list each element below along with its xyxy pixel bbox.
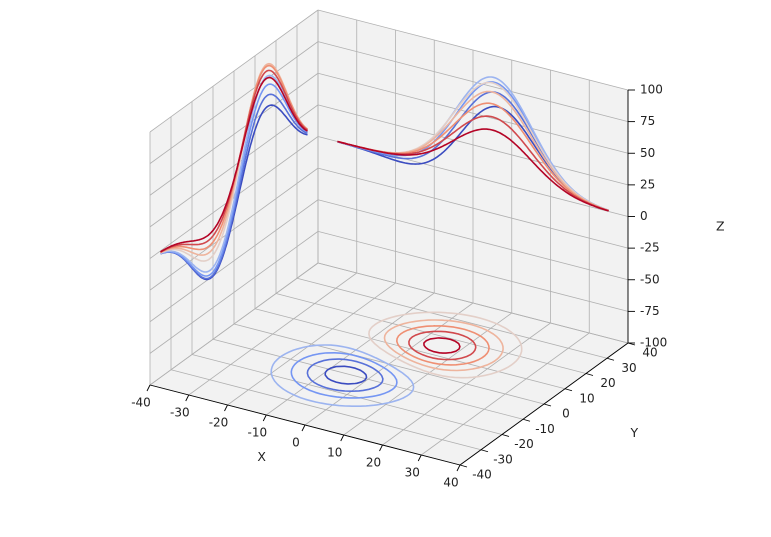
grid-xwall-z	[149, 167, 319, 291]
z-tick-label: 50	[640, 146, 655, 160]
x-tick-mark	[262, 414, 267, 422]
ywall-curve-level	[337, 128, 609, 212]
z-tick-label: -75	[640, 304, 660, 318]
grid-ywall-z	[317, 167, 629, 249]
x-tick-mark	[456, 464, 461, 472]
grid-ywall-z	[317, 9, 629, 91]
x-tick-label: -30	[170, 406, 190, 420]
x-tick-label: 20	[366, 456, 381, 470]
contour-projection-y-wall	[337, 76, 609, 212]
grid-ywall-z	[317, 230, 629, 312]
y-tick-mark	[543, 403, 552, 407]
y-tick-mark	[501, 434, 510, 437]
grid-ywall-z	[317, 104, 629, 186]
y-tick-mark	[522, 418, 531, 422]
y-tick-mark	[480, 449, 489, 453]
x-tick-mark	[224, 404, 228, 412]
floor-contour-level	[408, 330, 477, 361]
xwall-curve-level	[160, 76, 308, 253]
z-tick-label: -25	[640, 241, 660, 255]
x-tick-label: 10	[327, 446, 342, 460]
x-tick-mark	[301, 424, 306, 432]
z-tick-label: 100	[640, 83, 663, 97]
y-tick-mark	[606, 357, 615, 361]
grid-xwall-z	[149, 104, 319, 228]
x-tick-mark	[417, 454, 422, 462]
y-tick-label: -20	[514, 437, 534, 451]
x-tick-mark	[340, 434, 345, 442]
floor-contour-level	[290, 352, 398, 399]
floor-contour-level	[306, 358, 384, 392]
y-tick-label: -40	[472, 468, 492, 482]
z-axis-label: Z	[716, 219, 725, 234]
z-tick-label: -50	[640, 272, 660, 286]
grid-ywall-z	[317, 262, 629, 344]
z-tick-label: -100	[640, 336, 667, 350]
grid-xwall-z	[149, 199, 319, 323]
x-axis-label: X	[257, 449, 266, 464]
floor-contour-level	[368, 311, 523, 379]
grid-floor-y	[191, 354, 503, 435]
xwall-curve-level	[160, 74, 308, 273]
axes	[146, 89, 636, 472]
grid-ywall-z	[317, 199, 629, 281]
y-tick-label: 10	[579, 391, 594, 405]
y-tick-mark	[459, 464, 468, 468]
x-tick-mark	[379, 444, 383, 452]
grid-xwall-z	[149, 231, 319, 354]
contour-projection-floor	[270, 311, 523, 407]
y-tick-label: -30	[493, 452, 513, 466]
floor-contour-level	[324, 365, 368, 385]
floor-contour-level	[383, 319, 504, 372]
grid-floor-y	[212, 338, 524, 420]
floor-contour-level	[270, 344, 415, 407]
y-tick-label: -10	[535, 422, 555, 436]
z-tick-label: 25	[640, 177, 655, 191]
x-tick-label: 0	[292, 436, 300, 450]
x-tick-label: -20	[209, 416, 229, 430]
grid-ywall-z	[317, 41, 629, 123]
xwall-curve-level	[160, 83, 308, 277]
y-tick-label: 20	[600, 376, 615, 390]
x-tick-label: -40	[131, 396, 151, 410]
grid-xwall-z	[149, 9, 319, 133]
contour-projection-x-wall	[160, 62, 308, 281]
y-tick-mark	[564, 388, 573, 392]
x-tick-label: 40	[443, 476, 458, 490]
x-tick-label: -10	[247, 426, 267, 440]
grid-xwall-z	[149, 41, 319, 164]
grid-floor-y	[296, 277, 608, 359]
x-tick-mark	[185, 394, 190, 402]
grid-floor-y	[254, 308, 566, 390]
z-tick-label: 0	[640, 209, 648, 223]
floor-contour-level	[396, 325, 490, 366]
grid-floor-y	[275, 293, 587, 374]
y-tick-mark	[585, 373, 594, 376]
x-tick-label: 30	[405, 466, 420, 480]
y-tick-label: 30	[621, 361, 636, 375]
grid-xwall-z	[149, 262, 319, 386]
grid-floor-y	[170, 369, 482, 451]
y-tick-label: 0	[562, 407, 570, 421]
floor-contour-level	[423, 337, 461, 354]
y-axis-label: Y	[630, 425, 639, 440]
tick-labels: -40-30-20-10010203040-40-30-20-100102030…	[131, 83, 667, 490]
grid-xwall-z	[149, 72, 319, 196]
z-tick-label: 75	[640, 114, 655, 128]
x-tick-mark	[146, 384, 151, 392]
grid-ywall-z	[317, 72, 629, 154]
y-tick-label: 40	[642, 346, 657, 360]
